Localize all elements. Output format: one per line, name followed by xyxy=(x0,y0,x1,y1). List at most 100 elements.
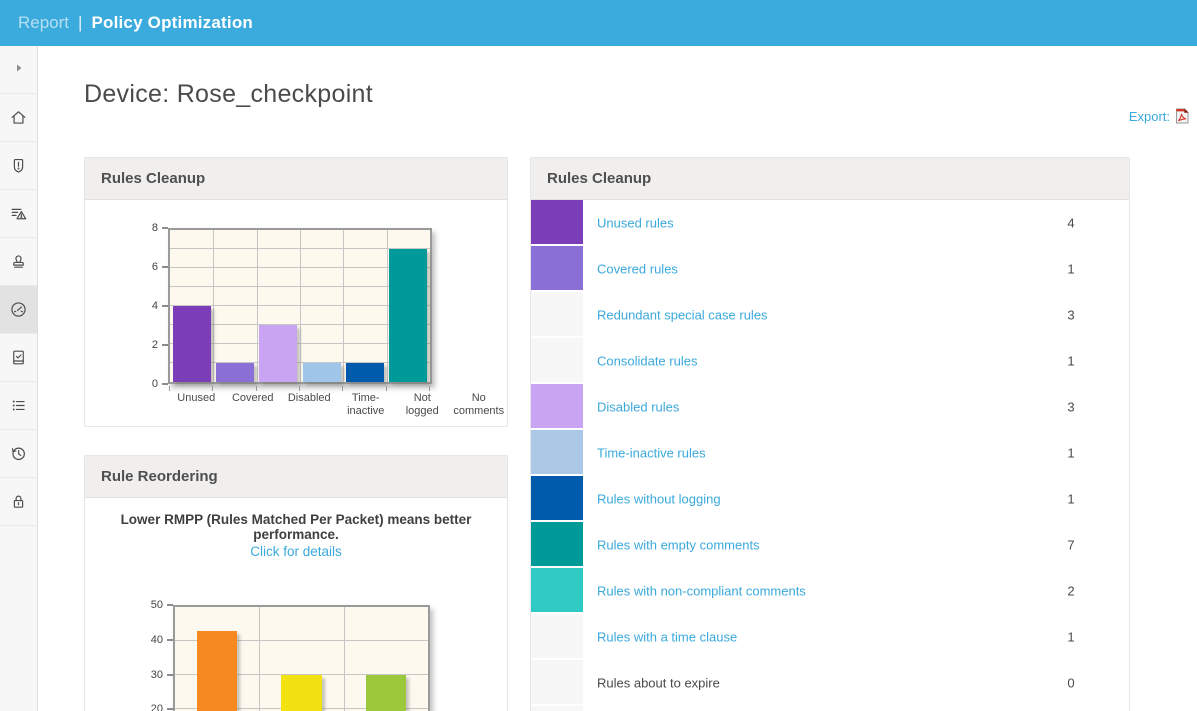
rule-category-link[interactable]: Rules with empty comments xyxy=(597,537,760,553)
y-tick-label: 20 xyxy=(150,703,163,711)
chart-bar xyxy=(302,363,341,382)
card-header: Rules Cleanup xyxy=(85,158,507,200)
rule-count: 1 xyxy=(1067,445,1075,461)
rule-count: 7 xyxy=(1067,537,1075,553)
export-link[interactable]: Export: xyxy=(1129,108,1190,124)
book-check-icon xyxy=(9,348,28,367)
y-tick-mark xyxy=(162,305,168,307)
cleanup-list-row: Redundant special case rules 3 xyxy=(531,292,1129,338)
cleanup-list-row: Covered rules 1 xyxy=(531,246,1129,292)
chart-bar xyxy=(172,306,211,382)
gridline-vertical xyxy=(259,607,261,711)
rule-category-link[interactable]: Time-inactive rules xyxy=(597,445,706,461)
sidebar-item-dashboard[interactable] xyxy=(0,286,37,334)
stamp-icon xyxy=(9,252,28,271)
sidebar-item-lock[interactable] xyxy=(0,478,37,526)
cleanup-list-row: Rules without logging 1 xyxy=(531,476,1129,522)
chart-plot-area xyxy=(168,228,432,391)
export-label: Export: xyxy=(1128,108,1170,124)
x-axis-label: Covered xyxy=(231,392,274,404)
gridline-vertical xyxy=(386,230,388,382)
rule-category-link[interactable]: Consolidate rules xyxy=(597,353,698,369)
list-icon xyxy=(9,396,28,415)
category-color-swatch xyxy=(531,614,583,658)
bar-slot xyxy=(213,230,256,382)
lock-icon xyxy=(9,492,28,511)
sidebar-item-expand-toggle[interactable] xyxy=(0,46,37,94)
section-title: Policy Optimization xyxy=(91,13,253,32)
chart-bar xyxy=(196,630,238,711)
history-icon xyxy=(9,444,28,463)
rules-cleanup-chart-card: Rules Cleanup 0 2 4 6 8 Unused Covered Disabled… xyxy=(84,157,508,427)
x-axis-label: Not logged xyxy=(405,392,439,418)
rule-category-link[interactable]: Redundant special case rules xyxy=(597,307,768,323)
category-color-swatch xyxy=(531,200,583,244)
cleanup-list-row: Rules with empty comments 7 xyxy=(531,522,1129,568)
sidebar-item-alerts[interactable] xyxy=(0,142,37,190)
y-tick-label: 40 xyxy=(150,633,163,646)
x-axis-label: Time- inactive xyxy=(347,392,385,418)
category-color-swatch xyxy=(531,430,583,474)
report-brand-link[interactable]: Report xyxy=(18,13,70,32)
sidebar-item-book-check[interactable] xyxy=(0,334,37,382)
gridline-vertical xyxy=(343,230,345,382)
x-axis-label: Disabled xyxy=(287,392,331,404)
bar-slot xyxy=(259,607,343,711)
chart-bar xyxy=(259,325,298,382)
rule-category-link: Rules about to expire xyxy=(597,675,720,691)
list-warning-icon xyxy=(9,204,28,223)
card-title: Rule Reordering xyxy=(101,468,218,485)
rule-category-link[interactable]: Rules without logging xyxy=(597,491,721,507)
y-tick-mark xyxy=(162,344,168,346)
y-tick-label: 8 xyxy=(151,222,158,234)
cleanup-list-row: Time-inactive rules 1 xyxy=(531,430,1129,476)
click-for-details-link[interactable]: Click for details xyxy=(250,544,342,559)
y-tick-mark xyxy=(167,604,173,606)
chart-plot-area xyxy=(173,605,430,711)
rule-count: 2 xyxy=(1067,583,1075,599)
cleanup-list-row: Rules about to expire 0 xyxy=(531,660,1129,706)
category-color-swatch xyxy=(531,246,583,290)
bar-slot xyxy=(387,230,430,382)
sidebar-item-home[interactable] xyxy=(0,94,37,142)
x-tick-mark xyxy=(299,386,300,391)
bar-slot xyxy=(344,607,428,711)
sidebar-item-history[interactable] xyxy=(0,430,37,478)
x-tick-mark xyxy=(255,386,257,391)
bar-slot xyxy=(300,230,343,382)
y-tick-label: 0 xyxy=(151,378,158,390)
gridline-horizontal xyxy=(175,640,428,641)
top-bar: Report | Policy Optimization xyxy=(0,0,1197,46)
rmpp-bar-chart: 20 30 40 50 xyxy=(143,599,507,711)
y-tick-label: 2 xyxy=(151,339,158,351)
shield-alert-icon xyxy=(9,156,28,175)
rule-category-link[interactable]: Covered rules xyxy=(597,261,678,277)
sidebar-item-stamp[interactable] xyxy=(0,238,37,286)
x-tick-mark xyxy=(429,386,430,391)
gridline-vertical xyxy=(343,607,345,711)
cleanup-list-row: Disabled rules 3 xyxy=(531,384,1129,430)
y-tick-label: 6 xyxy=(151,261,158,273)
x-tick-mark xyxy=(385,386,387,391)
category-color-swatch xyxy=(531,706,583,711)
sidebar-item-rules-warning[interactable] xyxy=(0,190,37,238)
rule-reordering-card: Rule Reordering Lower RMPP (Rules Matche… xyxy=(84,455,508,711)
category-color-swatch xyxy=(531,292,583,336)
sidebar-item-list[interactable] xyxy=(0,382,37,430)
rmpp-note: Lower RMPP (Rules Matched Per Packet) me… xyxy=(120,512,472,542)
rule-category-link[interactable]: Disabled rules xyxy=(597,399,680,415)
rule-count: 1 xyxy=(1067,491,1075,507)
home-icon xyxy=(9,108,28,127)
rule-count: 1 xyxy=(1067,353,1075,369)
y-tick-mark xyxy=(167,673,173,676)
x-tick-mark xyxy=(342,386,344,391)
rule-count: 1 xyxy=(1067,629,1075,645)
rule-category-link[interactable]: Rules with non-compliant comments xyxy=(597,583,806,599)
y-tick-label: 50 xyxy=(150,599,163,611)
y-tick-mark xyxy=(162,383,168,385)
rule-category-link[interactable]: Unused rules xyxy=(597,215,674,231)
category-color-swatch xyxy=(531,568,583,612)
rule-category-link[interactable]: Rules with a time clause xyxy=(597,629,738,645)
rule-count: 4 xyxy=(1067,215,1075,231)
